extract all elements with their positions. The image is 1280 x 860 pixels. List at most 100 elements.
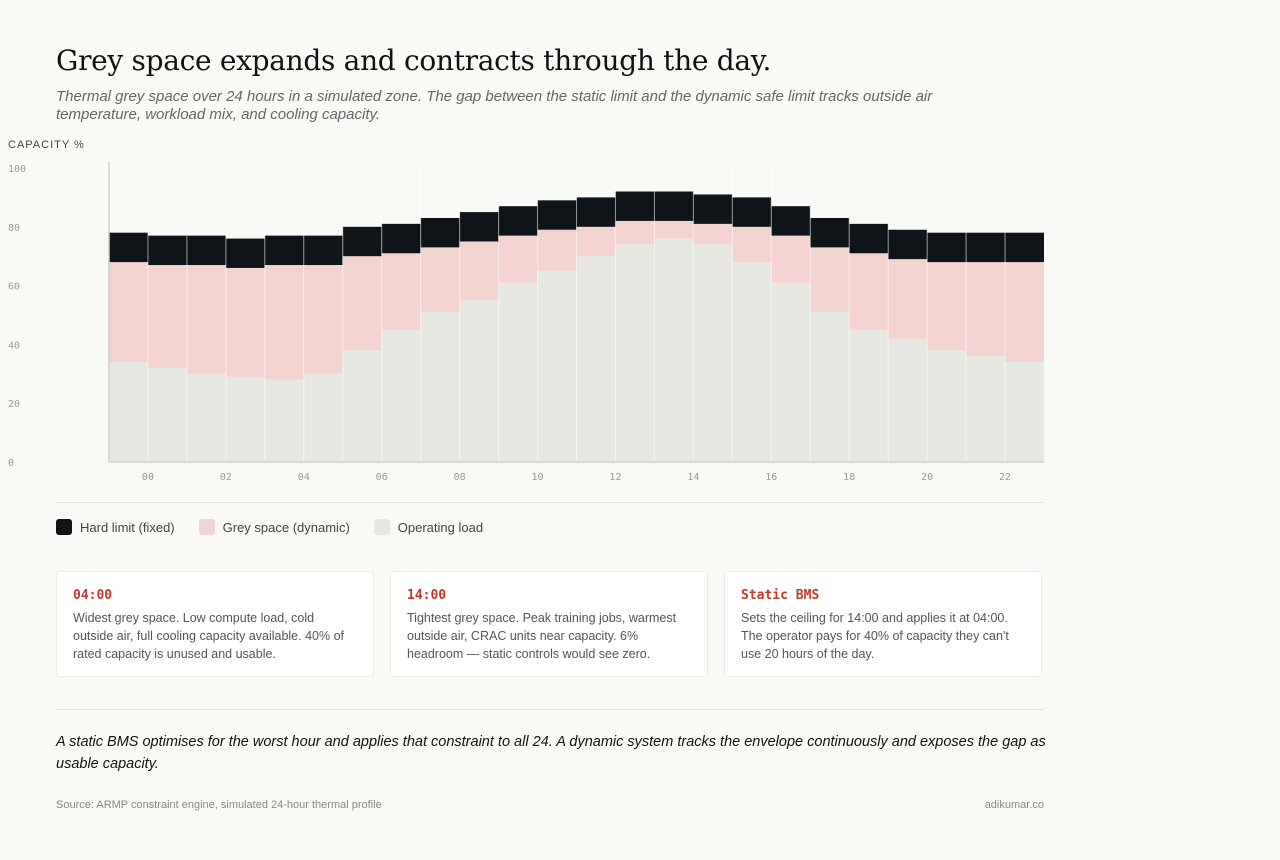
card-title: Static BMS xyxy=(741,588,820,603)
bar-operating-load-19 xyxy=(849,329,889,462)
x-tick-22: 22 xyxy=(999,472,1011,483)
x-tick-20: 20 xyxy=(921,472,933,483)
annotation-cards: 04:00 Widest grey space. Low compute loa… xyxy=(56,571,1042,677)
x-tick-06: 06 xyxy=(376,472,388,483)
bar-grey-space-dynamic-18 xyxy=(810,247,850,313)
bar-operating-load-09 xyxy=(459,300,499,462)
card-0400: 04:00 Widest grey space. Low compute loa… xyxy=(56,571,374,677)
bar-hard-limit-fixed-13 xyxy=(615,191,655,221)
bar-hard-limit-fixed-02 xyxy=(186,235,226,266)
bar-operating-load-15 xyxy=(693,244,733,462)
bar-grey-space-dynamic-22 xyxy=(966,262,1006,357)
x-tick-04: 04 xyxy=(298,472,310,483)
summary-text: A static BMS optimises for the worst hou… xyxy=(56,734,1046,772)
bar-operating-load-04 xyxy=(264,379,304,462)
bar-grey-space-dynamic-07 xyxy=(381,253,421,330)
legend-item-operating-load: Operating load xyxy=(373,519,484,535)
card-title: 04:00 xyxy=(73,588,113,603)
bar-hard-limit-fixed-08 xyxy=(420,217,460,248)
bar-grey-space-dynamic-08 xyxy=(420,247,460,313)
bar-operating-load-05 xyxy=(303,373,343,462)
legend-item-grey-space: Grey space (dynamic) xyxy=(198,519,350,535)
summary-divider xyxy=(56,709,1044,710)
bar-hard-limit-fixed-04 xyxy=(264,235,304,266)
bar-grey-space-dynamic-14 xyxy=(654,220,694,239)
bar-grey-space-dynamic-17 xyxy=(771,235,811,283)
x-tick-10: 10 xyxy=(532,472,544,483)
bar-operating-load-16 xyxy=(732,262,772,462)
bar-operating-load-20 xyxy=(888,338,928,462)
bar-hard-limit-fixed-12 xyxy=(576,197,616,227)
x-tick-00: 00 xyxy=(142,472,154,483)
y-tick-60: 60 xyxy=(8,282,20,293)
bar-operating-load-18 xyxy=(810,312,850,462)
y-axis-label: CAPACITY % xyxy=(8,139,85,151)
bar-hard-limit-fixed-07 xyxy=(381,223,421,254)
bar-grey-space-dynamic-13 xyxy=(615,220,655,245)
legend-divider xyxy=(56,502,1044,503)
card-static-bms: Static BMS Sets the ceiling for 14:00 an… xyxy=(724,571,1042,677)
bar-operating-load-07 xyxy=(381,329,421,462)
card-1400: 14:00 Tightest grey space. Peak training… xyxy=(390,571,708,677)
bar-hard-limit-fixed-20 xyxy=(888,229,928,260)
x-tick-02: 02 xyxy=(220,472,232,483)
x-tick-08: 08 xyxy=(454,472,466,483)
x-tick-12: 12 xyxy=(609,472,621,483)
chart-title: Grey space expands and contracts through… xyxy=(56,44,772,77)
credit-link[interactable]: adikumar.co xyxy=(984,799,1044,811)
bar-grey-space-dynamic-11 xyxy=(537,229,577,271)
bar-operating-load-21 xyxy=(927,350,967,462)
y-tick-20: 20 xyxy=(8,399,20,410)
bar-hard-limit-fixed-16 xyxy=(732,197,772,227)
bar-hard-limit-fixed-09 xyxy=(459,212,499,242)
x-tick-18: 18 xyxy=(843,472,855,483)
bar-grey-space-dynamic-01 xyxy=(147,265,187,368)
card-body: Sets the ceiling for 14:00 and applies i… xyxy=(741,611,1009,661)
bar-operating-load-22 xyxy=(966,356,1006,462)
bar-hard-limit-fixed-06 xyxy=(342,226,382,257)
bar-grey-space-dynamic-00 xyxy=(109,262,148,363)
legend-swatch-operating-load xyxy=(373,519,390,535)
bar-hard-limit-fixed-21 xyxy=(927,232,967,263)
bar-hard-limit-fixed-10 xyxy=(498,206,538,236)
bar-hard-limit-fixed-19 xyxy=(849,223,889,254)
bar-hard-limit-fixed-11 xyxy=(537,200,577,230)
bar-grey-space-dynamic-03 xyxy=(225,267,265,377)
bar-operating-load-23 xyxy=(1005,362,1044,462)
bar-hard-limit-fixed-01 xyxy=(147,235,187,266)
bar-operating-load-10 xyxy=(498,282,538,462)
bar-operating-load-01 xyxy=(147,367,187,462)
stacked-bar-chart: 0 20 40 60 80 100 00 02 04 06 08 10 12 14 16 18 20 22 xyxy=(8,162,1044,483)
bar-grey-space-dynamic-23 xyxy=(1005,262,1044,363)
bar-grey-space-dynamic-10 xyxy=(498,235,538,283)
bar-grey-space-dynamic-21 xyxy=(927,262,967,351)
y-tick-40: 40 xyxy=(8,340,20,351)
bar-operating-load-02 xyxy=(186,373,226,462)
bar-operating-load-00 xyxy=(109,362,148,462)
y-tick-0: 0 xyxy=(8,458,14,469)
bar-hard-limit-fixed-23 xyxy=(1005,232,1044,263)
bar-operating-load-11 xyxy=(537,270,577,462)
bar-operating-load-03 xyxy=(225,376,265,462)
bar-grey-space-dynamic-02 xyxy=(186,265,226,374)
bar-hard-limit-fixed-22 xyxy=(966,232,1006,263)
bar-hard-limit-fixed-03 xyxy=(225,238,265,268)
bar-operating-load-06 xyxy=(342,350,382,462)
bar-hard-limit-fixed-00 xyxy=(109,232,148,263)
legend-swatch-grey-space xyxy=(198,519,215,535)
legend-label-operating-load: Operating load xyxy=(397,519,484,535)
bar-grey-space-dynamic-09 xyxy=(459,241,499,301)
source-note: Source: ARMP constraint engine, simulate… xyxy=(56,799,382,811)
bar-hard-limit-fixed-18 xyxy=(810,217,850,248)
legend: Hard limit (fixed) Grey space (dynamic) … xyxy=(56,519,483,535)
bar-grey-space-dynamic-20 xyxy=(888,259,928,339)
y-tick-100: 100 xyxy=(8,164,26,175)
bar-hard-limit-fixed-14 xyxy=(654,191,694,221)
y-tick-80: 80 xyxy=(8,223,20,234)
bar-operating-load-17 xyxy=(771,282,811,462)
bar-operating-load-12 xyxy=(576,256,616,462)
legend-label-hard-limit: Hard limit (fixed) xyxy=(80,519,175,535)
bar-hard-limit-fixed-15 xyxy=(693,194,733,224)
bar-hard-limit-fixed-05 xyxy=(303,235,343,266)
legend-label-grey-space: Grey space (dynamic) xyxy=(222,519,350,535)
